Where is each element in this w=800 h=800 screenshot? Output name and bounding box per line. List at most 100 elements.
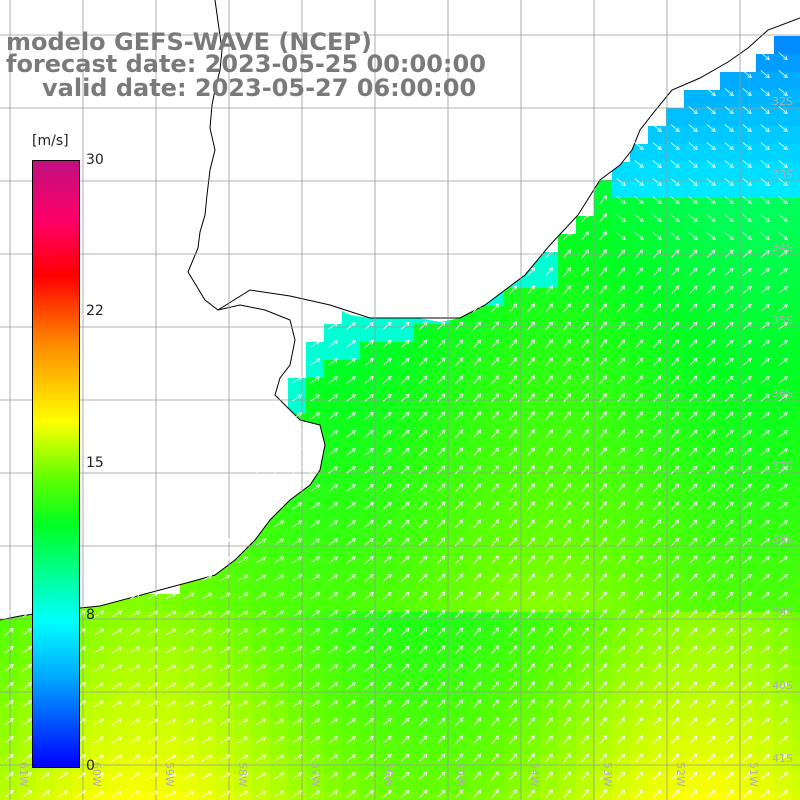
wind-arrow	[652, 303, 662, 313]
wind-arrow	[292, 592, 303, 600]
wind-arrow	[652, 357, 662, 367]
wind-arrow	[706, 393, 716, 403]
wind-cell	[774, 630, 792, 648]
wind-cell	[702, 522, 720, 540]
wind-cell	[324, 378, 342, 396]
wind-arrow	[635, 555, 644, 565]
wind-cell	[504, 666, 522, 684]
wind-cell	[360, 432, 378, 450]
wind-arrow	[364, 322, 374, 330]
wind-cell	[0, 792, 18, 800]
wind-arrow	[527, 483, 536, 493]
wind-cell	[774, 54, 792, 72]
wind-cell	[180, 594, 198, 612]
wind-cell	[522, 414, 540, 432]
wind-cell	[792, 72, 800, 90]
wind-cell	[630, 774, 648, 792]
wind-cell	[774, 522, 792, 540]
wind-arrow	[527, 717, 536, 727]
wind-cell	[756, 324, 774, 342]
wind-arrow	[760, 538, 770, 546]
wind-cell	[504, 702, 522, 720]
wind-arrow	[742, 519, 752, 528]
wind-arrow	[778, 646, 788, 654]
wind-cell	[684, 558, 702, 576]
wind-arrow	[760, 232, 770, 241]
wind-arrow	[670, 519, 680, 529]
wind-arrow	[436, 339, 446, 349]
wind-cell	[18, 702, 36, 720]
wind-arrow	[778, 142, 788, 151]
wind-cell	[684, 162, 702, 180]
wind-cell	[774, 540, 792, 558]
wind-arrow	[778, 70, 788, 79]
wind-arrow	[509, 645, 518, 655]
wind-cell	[594, 378, 612, 396]
wind-cell	[522, 360, 540, 378]
wind-cell	[180, 648, 198, 666]
wind-arrow	[364, 772, 374, 780]
wind-cell	[0, 684, 18, 702]
wind-cell	[594, 612, 612, 630]
wind-cell	[594, 414, 612, 432]
wind-arrow	[545, 771, 554, 781]
wind-arrow	[778, 232, 788, 241]
wind-cell	[648, 540, 666, 558]
wind-arrow	[292, 610, 303, 618]
wind-arrow	[599, 537, 608, 547]
land-mass	[0, 0, 800, 620]
wind-cell	[180, 612, 198, 630]
wind-arrow	[760, 466, 770, 474]
wind-cell	[324, 414, 342, 432]
wind-cell	[648, 360, 666, 378]
wind-cell	[234, 666, 252, 684]
wind-arrow	[238, 700, 249, 708]
wind-arrow	[94, 736, 105, 744]
wind-cell	[360, 774, 378, 792]
wind-cell	[216, 720, 234, 738]
wind-cell	[360, 540, 378, 558]
wind-arrow	[400, 627, 410, 636]
wind-arrow	[652, 519, 662, 529]
wind-arrow	[400, 321, 410, 330]
wind-cell	[630, 522, 648, 540]
wind-cell	[522, 702, 540, 720]
wind-cell	[612, 486, 630, 504]
wind-arrow	[581, 357, 590, 367]
wind-arrow	[274, 646, 285, 654]
wind-arrow	[706, 537, 716, 547]
wind-arrow	[778, 178, 788, 187]
wind-cell	[486, 666, 504, 684]
wind-cell	[594, 594, 612, 612]
wind-arrow	[742, 88, 752, 97]
wind-cell	[702, 486, 720, 504]
wind-cell	[198, 738, 216, 756]
wind-arrow	[94, 700, 105, 708]
wind-cell	[738, 630, 756, 648]
wind-arrow	[599, 195, 608, 205]
wind-arrow	[22, 754, 32, 762]
wind-cell	[738, 396, 756, 414]
wind-arrow	[599, 699, 608, 709]
wind-cell	[180, 684, 198, 702]
wind-cell	[468, 504, 486, 522]
wind-arrow	[509, 501, 518, 511]
wind-arrow	[635, 627, 644, 637]
wind-arrow	[599, 717, 608, 727]
wind-arrow	[652, 717, 662, 727]
wind-arrow	[778, 358, 788, 366]
wind-cell	[612, 270, 630, 288]
wind-arrow	[778, 412, 788, 420]
wind-cell	[522, 288, 540, 306]
wind-cell	[648, 342, 666, 360]
wind-cell	[594, 180, 612, 198]
wind-cell	[648, 324, 666, 342]
longitude-label: 56W	[382, 762, 395, 787]
wind-cell	[612, 468, 630, 486]
wind-cell	[774, 162, 792, 180]
wind-arrow	[256, 538, 267, 546]
wind-cell	[738, 306, 756, 324]
wind-cell	[594, 360, 612, 378]
wind-cell	[126, 684, 144, 702]
wind-cell	[126, 774, 144, 792]
